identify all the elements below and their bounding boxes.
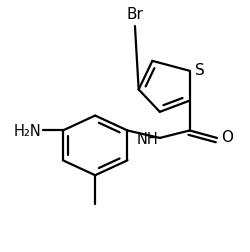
Text: H₂N: H₂N [14, 123, 42, 138]
Text: S: S [194, 63, 204, 78]
Text: Br: Br [126, 7, 144, 21]
Text: NH: NH [137, 132, 158, 147]
Text: O: O [222, 130, 234, 145]
